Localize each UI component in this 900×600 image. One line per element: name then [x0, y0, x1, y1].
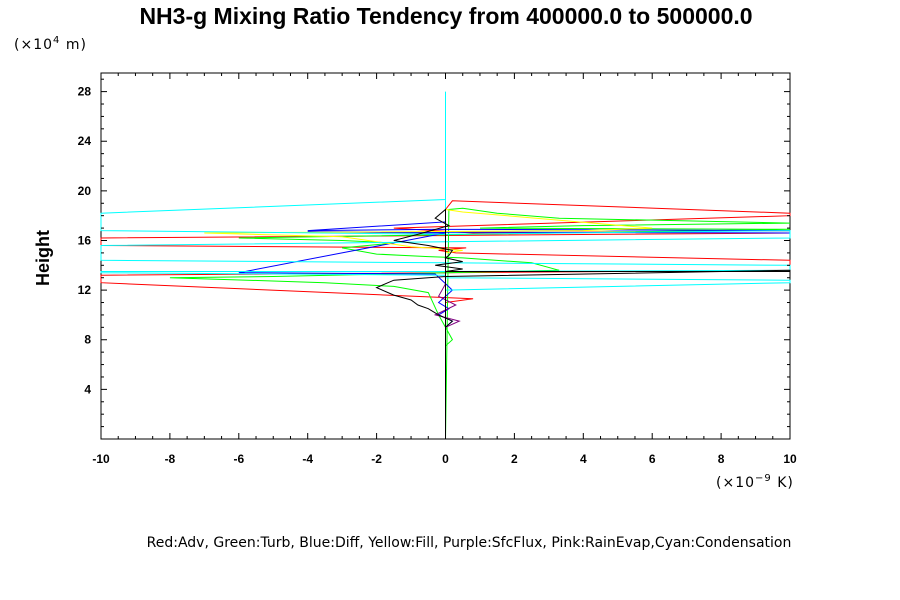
- x-tick-label: 4: [580, 452, 587, 466]
- x-tick-label: 10: [783, 452, 797, 466]
- x-tick-label: -8: [165, 452, 176, 466]
- y-tick-label: 20: [78, 184, 92, 198]
- y-tick-label: 8: [84, 333, 91, 347]
- y-tick-label: 4: [84, 382, 91, 396]
- x-tick-label: -2: [371, 452, 382, 466]
- series-line-fill: [204, 208, 653, 439]
- x-tick-label: -10: [92, 452, 110, 466]
- legend-text: Red:Adv, Green:Turb, Blue:Diff, Yellow:F…: [147, 535, 792, 551]
- y-tick-label: 28: [78, 85, 92, 99]
- x-tick-label: 8: [718, 452, 725, 466]
- y-axis-label: Height: [33, 230, 53, 286]
- x-tick-label: 0: [442, 452, 449, 466]
- series-line-turb: [169, 207, 791, 440]
- y-tick-label: 24: [78, 134, 92, 148]
- y-tick-label: 16: [78, 233, 92, 247]
- x-tick-label: 2: [511, 452, 518, 466]
- x-unit-label: (×10−9 K): [716, 473, 794, 491]
- x-tick-label: 6: [649, 452, 656, 466]
- y-tick-label: 12: [78, 283, 92, 297]
- y-unit-label: (×104 m): [14, 35, 87, 53]
- series-line-total: [375, 208, 791, 439]
- x-tick-label: -4: [302, 452, 313, 466]
- x-tick-label: -6: [233, 452, 244, 466]
- series-line-adv: [100, 200, 791, 439]
- series-layer: [100, 91, 791, 440]
- chart-title: NH3-g Mixing Ratio Tendency from 400000.…: [139, 3, 752, 29]
